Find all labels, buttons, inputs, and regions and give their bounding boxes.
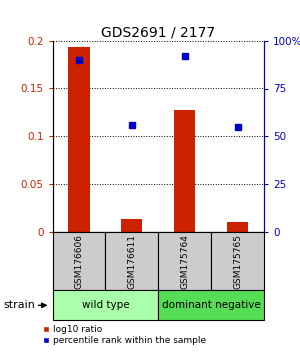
Bar [121,219,142,232]
Text: dominant negative: dominant negative [162,300,260,310]
Bar [158,290,264,320]
Bar [52,232,105,290]
Text: strain: strain [3,300,35,310]
Text: GSM176611: GSM176611 [127,234,136,289]
Text: GSM175764: GSM175764 [180,234,189,289]
Bar [211,232,264,290]
Text: GSM175765: GSM175765 [233,234,242,289]
Title: GDS2691 / 2177: GDS2691 / 2177 [101,25,215,40]
Bar [105,232,158,290]
Bar [158,232,211,290]
Text: GSM176606: GSM176606 [74,234,83,289]
Bar [68,47,89,232]
Text: wild type: wild type [82,300,129,310]
Legend: log10 ratio, percentile rank within the sample: log10 ratio, percentile rank within the … [42,325,206,345]
Bar [174,109,195,232]
Bar [52,290,158,320]
Bar [227,222,248,232]
